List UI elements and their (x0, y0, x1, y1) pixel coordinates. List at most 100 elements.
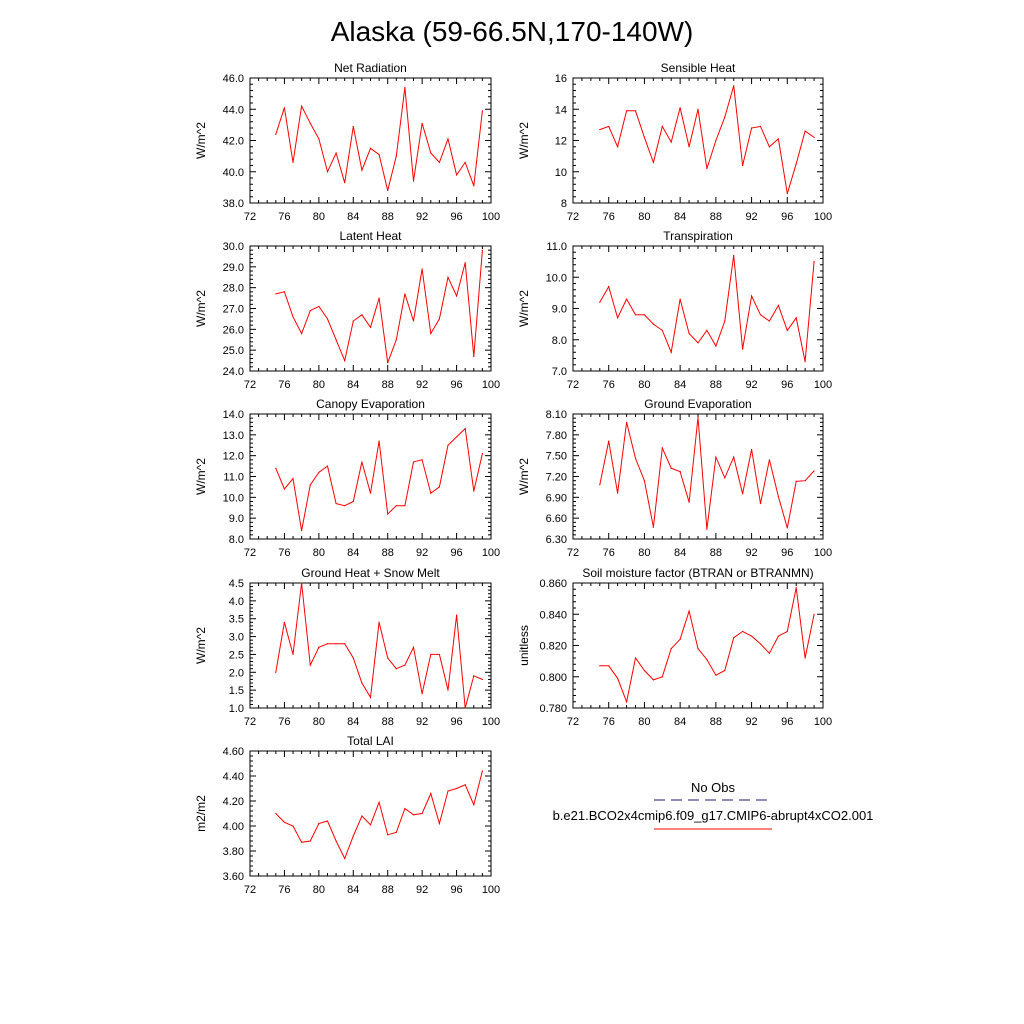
y-tick-label: 7.20 (546, 472, 567, 484)
data-point (378, 440, 380, 442)
data-point (473, 355, 475, 358)
x-tick-label: 84 (347, 716, 359, 728)
x-tick-label: 92 (416, 379, 428, 391)
data-point (438, 486, 440, 488)
data-point (387, 362, 389, 364)
x-tick-label: 72 (567, 211, 579, 223)
data-point (412, 814, 415, 816)
x-tick-label: 72 (244, 379, 256, 391)
data-point (706, 329, 708, 331)
data-point (335, 840, 337, 842)
data-point (275, 812, 277, 815)
data-point (387, 657, 389, 659)
data-point (750, 295, 753, 297)
data-point (318, 138, 320, 140)
data-point (412, 180, 415, 182)
y-tick-label: 14 (555, 104, 567, 116)
data-point (344, 643, 346, 645)
data-point (430, 792, 432, 795)
data-point (447, 790, 449, 792)
data-point (369, 147, 372, 149)
panel-8: Total LAI m2/m2 72 76 80 84 88 92 96 100 3.60 3.80 4… (194, 734, 500, 896)
data-point (786, 193, 788, 195)
data-point (715, 674, 717, 676)
x-tick-label: 96 (781, 211, 793, 223)
data-point (369, 326, 372, 328)
panel-4: Canopy Evaporation W/m^2 72 76 80 84 88 92 96 100… (194, 397, 500, 559)
y-tick-label: 12 (555, 136, 567, 148)
data-point (688, 610, 690, 612)
x-tick-label: 76 (603, 211, 615, 223)
data-point (634, 110, 637, 112)
data-point (283, 621, 286, 623)
data-point (697, 108, 699, 110)
y-tick-label: 28.0 (223, 283, 244, 295)
data-point (759, 502, 762, 505)
data-point (481, 678, 483, 681)
data-point (335, 502, 337, 505)
data-point (733, 85, 735, 87)
data-point (404, 293, 406, 295)
data-point (661, 447, 663, 449)
data-point (344, 505, 346, 507)
data-point (795, 480, 797, 482)
data-point (301, 105, 303, 107)
x-tick-label: 92 (745, 547, 757, 559)
data-point (292, 316, 294, 318)
y-tick-label: 7.80 (546, 430, 567, 442)
x-tick-label: 72 (567, 547, 579, 559)
data-point (617, 492, 619, 494)
y-tick-label: 14.0 (223, 409, 244, 421)
x-tick-label: 88 (710, 379, 722, 391)
x-tick-label: 76 (603, 716, 615, 728)
x-tick-label: 92 (745, 379, 757, 391)
legend-obs-label: No Obs (691, 780, 736, 795)
data-point (759, 125, 762, 128)
data-point (473, 804, 475, 806)
data-point (421, 693, 423, 695)
y-axis-label: W/m^2 (517, 290, 531, 327)
data-point (369, 696, 372, 698)
data-point (326, 643, 329, 645)
y-tick-label: 4.60 (223, 746, 244, 758)
data-point (608, 286, 610, 288)
y-tick-label: 8.10 (546, 409, 567, 421)
data-point (447, 444, 449, 446)
data-point (786, 527, 788, 529)
x-tick-label: 84 (674, 211, 686, 223)
data-point (378, 153, 380, 156)
data-point (301, 841, 303, 843)
x-tick-label: 88 (710, 211, 722, 223)
y-axis-label: W/m^2 (517, 458, 531, 495)
y-tick-label: 6.60 (546, 513, 567, 525)
data-point (447, 689, 449, 691)
data-point (275, 133, 277, 135)
data-point (447, 276, 449, 278)
y-tick-label: 26.0 (223, 324, 244, 336)
x-tick-label: 88 (382, 547, 394, 559)
data-point (679, 107, 681, 109)
data-point (804, 480, 806, 482)
data-point (625, 298, 628, 300)
x-tick-label: 76 (278, 716, 290, 728)
data-point (804, 657, 806, 659)
data-point (768, 320, 771, 322)
x-tick-label: 76 (603, 379, 615, 391)
data-point (404, 664, 406, 666)
data-point (438, 318, 440, 320)
x-tick-label: 76 (278, 884, 290, 896)
y-tick-label: 7.50 (546, 451, 567, 463)
y-tick-label: 27.0 (223, 304, 244, 316)
data-point (301, 530, 303, 532)
data-point (670, 467, 672, 469)
y-axis-label: m2/m2 (194, 795, 208, 832)
y-axis-label: W/m^2 (194, 290, 208, 327)
x-tick-label: 76 (278, 211, 290, 223)
data-point (768, 146, 771, 148)
data-point (473, 185, 475, 187)
y-tick-label: 4.00 (223, 821, 244, 833)
data-point (309, 309, 311, 312)
data-point (804, 130, 806, 132)
data-point (455, 436, 458, 438)
